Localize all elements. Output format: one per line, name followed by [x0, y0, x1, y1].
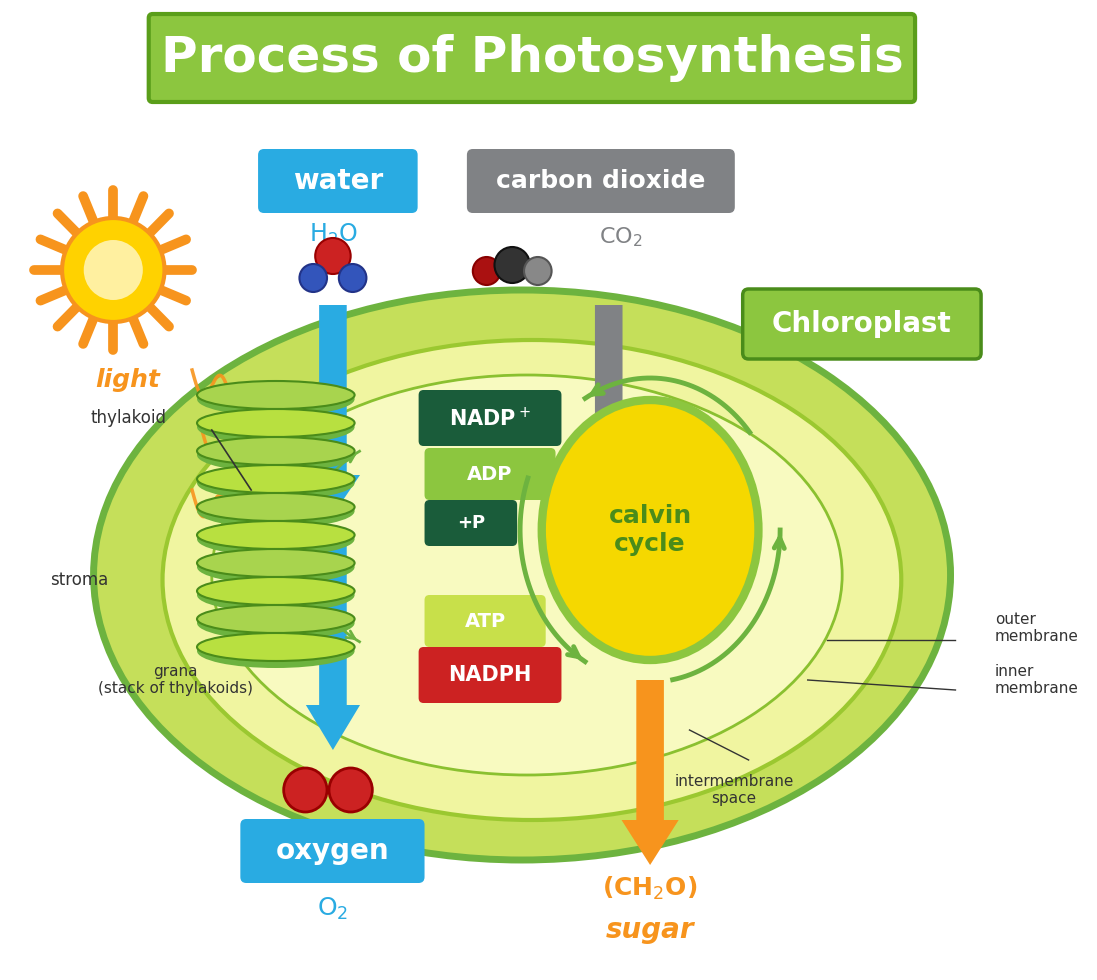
Ellipse shape: [197, 634, 354, 668]
Text: sugar: sugar: [606, 916, 694, 944]
FancyBboxPatch shape: [419, 390, 562, 446]
FancyBboxPatch shape: [425, 448, 555, 500]
Ellipse shape: [197, 521, 354, 549]
Ellipse shape: [197, 605, 354, 633]
Circle shape: [329, 768, 372, 812]
FancyArrow shape: [622, 680, 679, 865]
FancyBboxPatch shape: [425, 595, 545, 647]
Text: Process of Photosynthesis: Process of Photosynthesis: [160, 34, 903, 82]
Ellipse shape: [197, 606, 354, 640]
Ellipse shape: [197, 466, 354, 500]
FancyArrow shape: [306, 530, 360, 750]
Ellipse shape: [212, 375, 842, 775]
Text: carbon dioxide: carbon dioxide: [496, 169, 705, 193]
Circle shape: [315, 238, 351, 274]
Ellipse shape: [197, 493, 354, 521]
Text: NADPH: NADPH: [449, 665, 532, 685]
Circle shape: [524, 257, 552, 285]
Text: Chloroplast: Chloroplast: [772, 310, 952, 338]
FancyBboxPatch shape: [258, 149, 418, 213]
Ellipse shape: [162, 340, 902, 820]
Text: H$_2$O: H$_2$O: [308, 221, 358, 248]
Ellipse shape: [197, 550, 354, 584]
Ellipse shape: [197, 437, 354, 465]
FancyBboxPatch shape: [425, 500, 517, 546]
FancyBboxPatch shape: [419, 647, 562, 703]
FancyBboxPatch shape: [240, 819, 425, 883]
FancyArrow shape: [581, 305, 636, 575]
FancyBboxPatch shape: [467, 149, 735, 213]
Text: +P: +P: [456, 514, 485, 532]
Text: stroma: stroma: [49, 571, 108, 589]
Circle shape: [63, 218, 165, 322]
Text: grana
(stack of thylakoids): grana (stack of thylakoids): [98, 663, 252, 696]
Circle shape: [299, 264, 327, 292]
Ellipse shape: [93, 290, 950, 860]
Circle shape: [495, 247, 530, 283]
Text: (CH$_2$O): (CH$_2$O): [602, 874, 698, 902]
Circle shape: [473, 257, 500, 285]
Text: intermembrane
space: intermembrane space: [675, 774, 793, 807]
Circle shape: [83, 240, 143, 300]
Text: water: water: [293, 167, 383, 195]
Ellipse shape: [197, 633, 354, 661]
Text: calvin
cycle: calvin cycle: [609, 504, 692, 556]
Ellipse shape: [197, 409, 354, 437]
Text: ADP: ADP: [467, 465, 512, 483]
FancyArrow shape: [306, 305, 360, 515]
Circle shape: [284, 768, 327, 812]
Text: outer
membrane: outer membrane: [995, 612, 1078, 644]
Ellipse shape: [197, 522, 354, 556]
Text: CO$_2$: CO$_2$: [599, 225, 643, 249]
Ellipse shape: [197, 382, 354, 416]
Text: NADP$^+$: NADP$^+$: [449, 407, 531, 429]
Ellipse shape: [197, 381, 354, 409]
Circle shape: [339, 264, 366, 292]
Text: O$_2$: O$_2$: [317, 896, 348, 922]
Text: light: light: [95, 368, 160, 392]
Text: inner
membrane: inner membrane: [995, 663, 1078, 696]
FancyBboxPatch shape: [149, 14, 915, 102]
Ellipse shape: [197, 438, 354, 472]
Text: thylakoid: thylakoid: [90, 409, 166, 427]
Ellipse shape: [197, 578, 354, 612]
Ellipse shape: [197, 465, 354, 493]
Ellipse shape: [542, 400, 758, 660]
Text: oxygen: oxygen: [275, 837, 389, 865]
Ellipse shape: [197, 410, 354, 444]
Ellipse shape: [197, 577, 354, 605]
FancyBboxPatch shape: [743, 289, 981, 359]
Ellipse shape: [197, 549, 354, 577]
Text: ATP: ATP: [464, 612, 506, 630]
Ellipse shape: [197, 494, 354, 528]
